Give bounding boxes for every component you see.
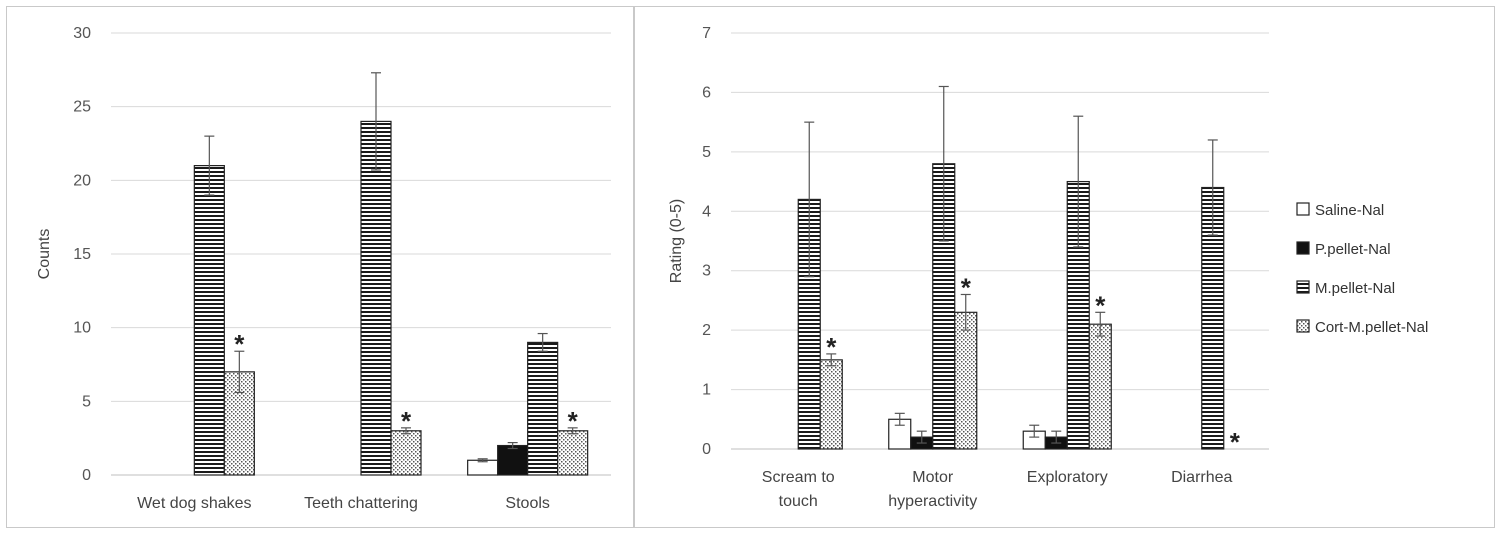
category-label: Exploratory [1027, 469, 1108, 486]
y-tick-label: 7 [702, 25, 711, 42]
y-axis-title: Counts [36, 229, 53, 280]
significance-marker: * [234, 329, 245, 359]
y-tick-label: 30 [73, 25, 91, 42]
significance-marker: * [1230, 427, 1241, 457]
left-chart-panel: 0 5 10 15 20 25 30 Counts Wet dog shakes Teeth ch… [6, 6, 634, 528]
y-tick-label: 20 [73, 172, 91, 189]
category-label: hyperactivity [888, 493, 977, 510]
bar-m-pellet-nal [360, 120, 392, 476]
y-tick-label: 5 [702, 144, 711, 161]
y-tick-label: 0 [702, 441, 711, 458]
significance-marker: * [961, 272, 972, 302]
legend-label-saline-nal: Saline-Nal [1315, 202, 1384, 219]
legend-swatch-p-pellet-nal [1296, 241, 1310, 255]
category-label: touch [779, 493, 818, 510]
y-tick-label: 4 [702, 203, 711, 220]
category-label: Motor [912, 469, 954, 486]
bar-cort-m-pellet-nal [819, 359, 843, 450]
legend-label-cort-m-pellet-nal: Cort-M.pellet-Nal [1315, 319, 1428, 336]
category-label: Scream to [762, 469, 835, 486]
legend-swatch-saline-nal [1296, 202, 1310, 216]
legend-label-p-pellet-nal: P.pellet-Nal [1315, 241, 1391, 258]
legend-swatch-cort-m-pellet-nal [1296, 319, 1310, 333]
bar-p-pellet-nal [497, 444, 529, 476]
y-tick-label: 2 [702, 322, 711, 339]
bar-cort-m-pellet-nal [557, 430, 589, 476]
bar-cort-m-pellet-nal [390, 430, 422, 476]
rating-bar-chart: 0 1 2 3 4 5 6 7 Rating (0-5) Scream to touch Motor h… [668, 25, 1428, 510]
right-chart-panel: 0 1 2 3 4 5 6 7 Rating (0-5) Scream to touch Motor h… [634, 6, 1495, 528]
y-tick-label: 3 [702, 263, 711, 280]
y-tick-label: 15 [73, 246, 91, 263]
bar-m-pellet-nal [193, 165, 225, 476]
significance-marker: * [1095, 290, 1106, 320]
y-axis-title: Rating (0-5) [668, 199, 685, 283]
y-tick-label: 6 [702, 84, 711, 101]
y-tick-label: 1 [702, 382, 711, 399]
significance-marker: * [401, 406, 412, 436]
bar-cort-m-pellet-nal [1088, 323, 1112, 450]
bar-m-pellet-nal [527, 341, 559, 476]
category-label: Stools [505, 495, 549, 512]
category-label: Teeth chattering [304, 495, 418, 512]
y-tick-label: 5 [82, 393, 91, 410]
legend-label-m-pellet-nal: M.pellet-Nal [1315, 280, 1395, 297]
y-tick-label: 0 [82, 467, 91, 484]
bar-cort-m-pellet-nal [954, 311, 978, 450]
significance-marker: * [568, 406, 579, 436]
significance-marker: * [826, 332, 837, 362]
category-label: Wet dog shakes [137, 495, 251, 512]
counts-bar-chart: 0 5 10 15 20 25 30 Counts Wet dog shakes Teeth ch… [36, 25, 611, 512]
category-label: Diarrhea [1171, 469, 1232, 486]
y-tick-label: 25 [73, 99, 91, 116]
y-tick-label: 10 [73, 320, 91, 337]
legend-swatch-m-pellet-nal [1296, 280, 1310, 294]
bar-saline-nal [467, 459, 499, 476]
